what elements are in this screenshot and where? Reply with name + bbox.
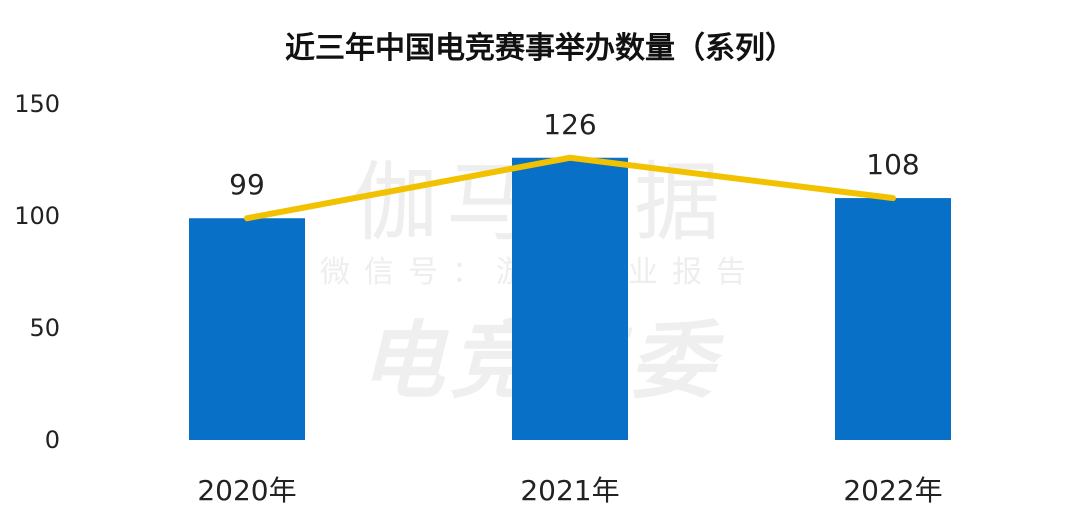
x-category-label: 2022年	[843, 474, 942, 507]
data-labels: 99 126 108	[229, 108, 920, 201]
y-axis: 0 50 100 150	[14, 90, 60, 454]
x-category-label: 2020年	[197, 474, 296, 507]
bar	[835, 198, 951, 440]
y-tick-label: 50	[29, 314, 60, 342]
y-tick-label: 100	[14, 202, 60, 230]
x-axis: 2020年 2021年 2022年	[197, 474, 942, 507]
bar-series	[189, 157, 951, 440]
line-series	[244, 154, 896, 222]
data-label: 99	[229, 168, 265, 201]
data-label: 108	[866, 148, 919, 181]
chart-title: 近三年中国电竞赛事举办数量（系列）	[285, 31, 795, 66]
data-label: 126	[543, 108, 596, 141]
y-tick-label: 0	[45, 426, 60, 454]
y-tick-label: 150	[14, 90, 60, 118]
trend-line	[244, 154, 896, 222]
x-category-label: 2021年	[520, 474, 619, 507]
bar	[189, 218, 305, 440]
bar	[512, 157, 628, 440]
